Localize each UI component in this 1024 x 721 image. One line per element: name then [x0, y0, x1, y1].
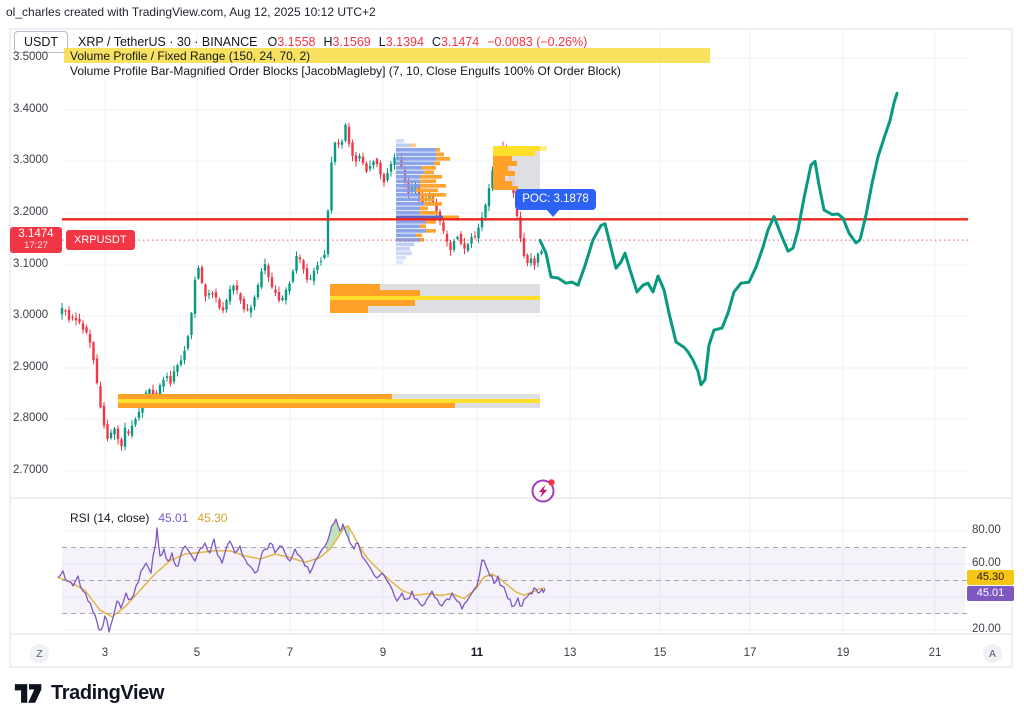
time-axis-label: 17 — [743, 647, 757, 659]
close-label: C — [431, 35, 441, 49]
time-axis-label: 15 — [653, 647, 667, 659]
poc-tooltip: POC: 3.1878 — [515, 189, 596, 217]
time-axis-label: 13 — [563, 647, 577, 659]
price-axis-label: 2.9000 — [13, 360, 49, 373]
rsi-value: 45.01 — [158, 511, 189, 525]
time-axis-label: 9 — [379, 647, 387, 659]
last-price-value: 3.1474 — [18, 228, 54, 240]
auto-scale-button[interactable]: A — [983, 644, 1002, 663]
time-axis-label: 3 — [101, 647, 109, 659]
rsi-value-badge: 45.01 — [967, 586, 1014, 601]
price-axis-label: 2.7000 — [13, 464, 49, 476]
rsi-ma-line — [57, 525, 546, 618]
price-axis-label: 3.0000 — [13, 309, 49, 322]
price-axis-label: 3.1000 — [13, 257, 49, 270]
high-value: 3.1569 — [332, 35, 371, 49]
low-label: L — [378, 35, 386, 49]
close-value: 3.1474 — [440, 35, 480, 49]
price-axis-label: 3.4000 — [13, 102, 49, 115]
rsi-title[interactable]: RSI (14, close) — [70, 511, 150, 525]
notification-dot — [548, 479, 555, 486]
rsi-ma-value: 45.30 — [197, 511, 228, 525]
price-axis-label: 3.3000 — [13, 154, 49, 167]
countdown-timer: 17:27 — [24, 240, 48, 251]
lightning-bolt-icon — [539, 484, 548, 498]
change-value: −0.0083 (−0.26%) — [487, 35, 588, 49]
indicator2-legend[interactable]: Volume Profile Bar-Magnified Order Block… — [70, 64, 621, 78]
order-block — [330, 284, 540, 313]
open-value: 3.1558 — [277, 35, 316, 49]
time-axis-label: 11 — [470, 647, 484, 659]
ohlc-values: O3.1558 H3.1569 L3.1394 C3.1474 −0.0083 … — [268, 35, 588, 49]
low-value: 3.1394 — [385, 35, 424, 49]
magnified-order-block — [493, 146, 547, 190]
rsi-legend-row: RSI (14, close) 45.01 45.30 — [70, 511, 227, 525]
pane-borders — [9, 28, 1013, 668]
price-axis-label: 3.5000 — [13, 51, 49, 64]
tradingview-logo[interactable]: TradingView — [14, 680, 164, 706]
order-block — [118, 394, 540, 408]
time-axis-label: 19 — [836, 647, 850, 659]
rsi-line — [57, 518, 546, 633]
symbol-title[interactable]: XRP / TetherUS · 30 · BINANCE — [78, 35, 258, 49]
time-axis-label: 7 — [286, 647, 294, 659]
rsi-axis-label: 20.00 — [972, 623, 1001, 635]
tradingview-logo-text: TradingView — [51, 681, 165, 704]
time-axis-label: 21 — [928, 647, 942, 659]
currency-button[interactable]: USDT — [14, 31, 69, 53]
rsi-axis-label: 60.00 — [972, 557, 1001, 569]
symbol-legend-row: USDT XRP / TetherUS · 30 · BINANCE O3.15… — [14, 30, 587, 54]
tradingview-logo-mark — [14, 684, 42, 703]
open-label: O — [267, 35, 278, 49]
high-label: H — [323, 35, 333, 49]
indicator1-legend[interactable]: Volume Profile / Fixed Range (150, 24, 7… — [70, 49, 311, 63]
last-price-badge: 3.1474 17:27 — [10, 227, 62, 253]
rsi-axis-label: 80.00 — [972, 524, 1001, 536]
flash-icon[interactable] — [526, 474, 560, 508]
symbol-price-line-badge: XRPUSDT — [66, 230, 135, 250]
indicator1-highlight — [64, 48, 710, 63]
time-axis-label: 5 — [193, 647, 201, 659]
credit-line: ol_charles created with TradingView.com,… — [6, 5, 376, 19]
price-axis-label: 3.2000 — [13, 206, 49, 218]
volume-profile-fixed-range — [396, 139, 459, 265]
price-axis-label: 2.8000 — [13, 412, 49, 425]
timezone-button[interactable]: Z — [30, 644, 49, 663]
grid-lines — [62, 30, 968, 634]
projection-line[interactable] — [538, 91, 899, 387]
rsi-ma-badge: 45.30 — [967, 570, 1014, 585]
